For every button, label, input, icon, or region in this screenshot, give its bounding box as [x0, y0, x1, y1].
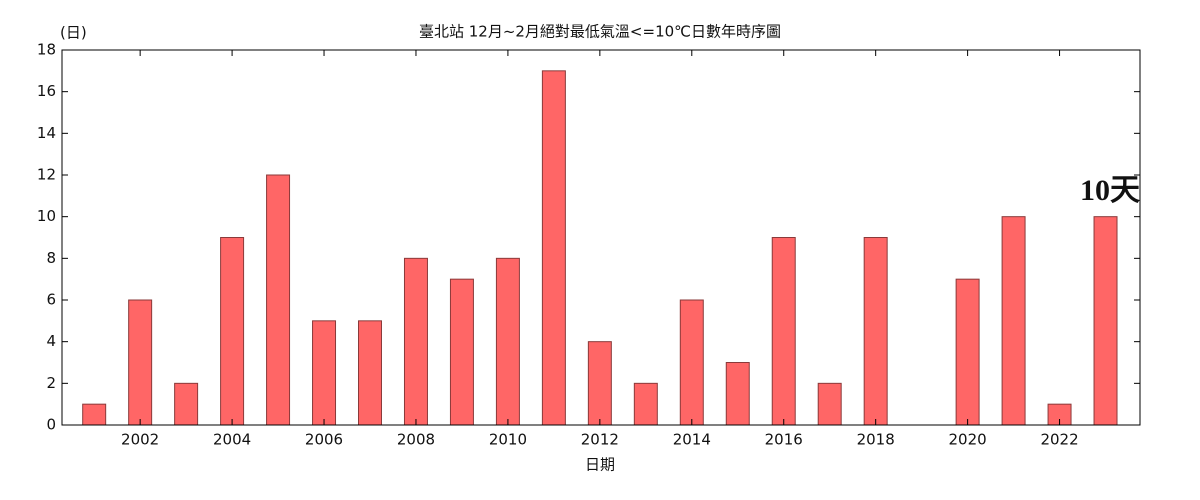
bar	[541, 70, 566, 426]
x-tick-label: 2002	[121, 431, 159, 449]
x-tick-label: 2012	[581, 431, 619, 449]
chart-title: 臺北站 12月~2月絕對最低氣溫<=10℃日數年時序圖	[419, 23, 781, 41]
y-tick-label: 2	[46, 374, 56, 392]
bar	[449, 278, 474, 426]
x-tick-label: 2014	[673, 431, 711, 449]
y-tick-label: 18	[37, 41, 56, 59]
x-tick-label: 2018	[857, 431, 895, 449]
x-tick-label: 2006	[305, 431, 343, 449]
bar	[358, 320, 382, 426]
y-tick-label: 10	[37, 207, 56, 225]
bar	[633, 382, 658, 426]
y-tick-label: 8	[46, 249, 56, 267]
bar	[82, 403, 107, 426]
y-tick-label: 16	[37, 82, 56, 100]
x-tick-label: 2022	[1040, 431, 1078, 449]
bar	[174, 382, 199, 426]
bar	[1093, 216, 1118, 426]
bar	[817, 382, 842, 426]
y-tick-label: 14	[37, 124, 56, 142]
bar	[220, 237, 245, 426]
x-tick-label: 2008	[397, 431, 435, 449]
x-tick-label: 2020	[949, 431, 987, 449]
bar	[128, 299, 153, 426]
x-tick-label: 2016	[765, 431, 803, 449]
y-tick-label: 4	[46, 332, 56, 350]
bar	[266, 174, 291, 426]
x-axis-label: 日期	[585, 456, 615, 474]
bar	[312, 320, 337, 426]
x-tick-label: 2010	[489, 431, 527, 449]
y-axis-label: (日)	[60, 24, 87, 42]
plot-frame	[61, 49, 1141, 426]
y-tick-label: 0	[46, 416, 56, 434]
bar	[771, 237, 796, 426]
y-tick-label: 12	[37, 166, 56, 184]
y-tick-label: 6	[46, 291, 56, 309]
bar	[679, 299, 704, 426]
x-tick-label: 2004	[213, 431, 251, 449]
bar	[403, 257, 428, 426]
bar	[495, 257, 520, 426]
bar	[955, 278, 980, 426]
bar	[587, 341, 612, 426]
bar	[1001, 216, 1026, 426]
bar	[863, 237, 888, 426]
annotation: 10天	[1080, 174, 1140, 207]
bar	[725, 362, 750, 426]
